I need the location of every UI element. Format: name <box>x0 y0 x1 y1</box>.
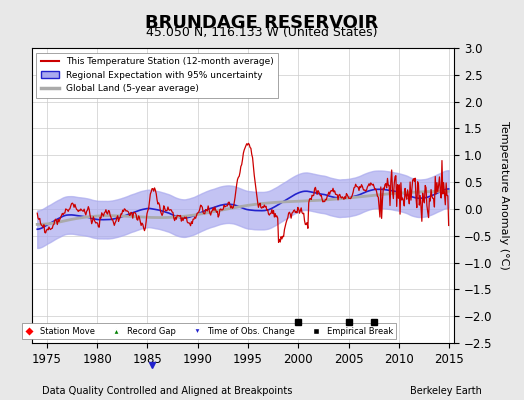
Text: BRUNDAGE RESERVOIR: BRUNDAGE RESERVOIR <box>145 14 379 32</box>
Text: Data Quality Controlled and Aligned at Breakpoints: Data Quality Controlled and Aligned at B… <box>42 386 292 396</box>
Legend: Station Move, Record Gap, Time of Obs. Change, Empirical Break: Station Move, Record Gap, Time of Obs. C… <box>22 323 397 339</box>
Text: 45.050 N, 116.133 W (United States): 45.050 N, 116.133 W (United States) <box>146 26 378 39</box>
Y-axis label: Temperature Anomaly (°C): Temperature Anomaly (°C) <box>499 121 509 270</box>
Text: Berkeley Earth: Berkeley Earth <box>410 386 482 396</box>
